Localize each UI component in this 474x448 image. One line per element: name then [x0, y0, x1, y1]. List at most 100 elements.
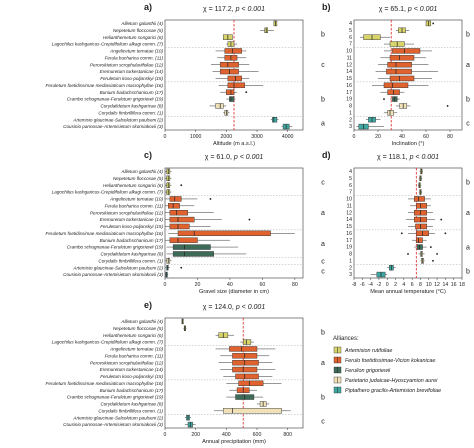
category-label: Ferula bucharica comm. (11) — [105, 203, 164, 208]
category-label: 15 — [346, 224, 352, 230]
category-label: 7 — [349, 42, 352, 48]
box — [229, 346, 258, 352]
x-tick-label: 0 — [164, 432, 167, 438]
category-label: 4 — [349, 21, 352, 27]
category-label: Artemisio glaucinae-Salsoletum paulseni … — [72, 415, 163, 420]
box — [383, 82, 409, 89]
group-letter: b — [321, 395, 325, 402]
category-label: 14 — [346, 217, 352, 223]
category-label: 1 — [349, 258, 352, 264]
box — [242, 339, 252, 345]
category-label: 16 — [346, 83, 352, 89]
group-letter: a — [321, 360, 325, 367]
category-label: Allietum galanthii (4) — [120, 169, 163, 174]
category-label: Artemisio glaucinae-Salsoletum paulseni … — [72, 117, 163, 122]
category-label: Crambo schugnanae-Feruletum grigoriewii … — [67, 395, 164, 400]
x-axis-label: Annual precipitation (mm) — [202, 439, 266, 445]
panel-title: χ = 124.0, p < 0.001 — [203, 304, 266, 311]
group-letter: a — [466, 210, 470, 217]
box — [169, 196, 182, 202]
box — [227, 75, 242, 82]
group-letter: b — [466, 97, 470, 104]
category-label: Helianthemetum songarici (6) — [103, 183, 163, 188]
title-stat: χ = 65.1, — [379, 6, 408, 13]
x-tick-label: 80 — [447, 134, 453, 140]
x-tick-label: 6 — [411, 282, 414, 288]
title-stat: χ = 117.2, — [203, 6, 236, 13]
category-label: Lagochilus kashgaricus-Crepidifolium alk… — [52, 190, 164, 195]
outlier-point — [180, 184, 183, 187]
group-letter: c — [321, 269, 325, 276]
x-tick-label: 20 — [375, 134, 381, 140]
box — [416, 237, 423, 243]
category-label: Eremuretum turkestanicae (14) — [100, 367, 164, 372]
category-label: 12 — [346, 210, 352, 216]
outlier-point — [432, 22, 435, 25]
group-letter: b — [321, 97, 325, 104]
x-tick-label: -4 — [368, 282, 373, 288]
plot-frame — [164, 317, 304, 429]
category-label: Allietum galanthii (4) — [120, 319, 163, 324]
outlier-point — [429, 246, 432, 248]
outlier-point — [436, 253, 438, 255]
category-label: 3 — [349, 124, 352, 130]
x-tick-label: 0 — [353, 134, 356, 140]
panel-letter: e) — [144, 300, 152, 310]
category-label: 2 — [349, 265, 352, 271]
category-label: Corydalis fimbrillifera comm. (1) — [98, 258, 163, 263]
category-label: Eremuretum turkestanicae (14) — [100, 69, 164, 74]
outlier-point — [209, 198, 212, 200]
box — [235, 373, 259, 380]
category-label: 11 — [347, 203, 352, 209]
box — [415, 223, 427, 230]
group-letter: b — [321, 31, 325, 38]
x-tick-label: 40 — [399, 134, 405, 140]
x-tick-label: 10 — [426, 282, 432, 288]
category-label: Artemisio glaucinae-Salsoletum paulseni … — [72, 265, 163, 270]
x-tick-label: -2 — [377, 282, 382, 288]
category-label: Cousinio pannosae-Artemisietum skorniako… — [63, 124, 163, 129]
x-axis-label: Inclination (°) — [392, 141, 425, 147]
legend-item-label: Piptathero gracilis-Artemision brevifoli… — [345, 388, 441, 394]
category-label: Feruletum foetidissimae mediasiaticum ma… — [46, 381, 164, 386]
x-tick-label: 4 — [402, 282, 405, 288]
plot-frame — [353, 167, 463, 279]
panel-title: χ = 61.0, p < 0.001 — [205, 154, 264, 161]
x-tick-label: 4000 — [282, 134, 294, 140]
x-tick-label: 600 — [253, 432, 262, 438]
group-letter: c — [321, 179, 325, 186]
plot-frame — [353, 19, 463, 131]
x-axis-label: Gravel size (diameter in cm) — [199, 289, 269, 295]
box — [387, 61, 412, 68]
panel-title: χ = 118.1, p < 0.001 — [377, 154, 439, 161]
category-label: Nepetetum floccosae (5) — [113, 176, 164, 181]
category-label: 8 — [349, 104, 352, 110]
category-label: 10 — [346, 197, 352, 203]
box — [169, 223, 190, 230]
category-label: 7 — [349, 190, 352, 196]
category-label: 4 — [349, 169, 352, 175]
panel-letter: c) — [144, 150, 152, 160]
category-label: Perovskietum scrophulariifoliae (12) — [90, 210, 163, 215]
box — [389, 55, 415, 61]
x-tick-label: 400 — [222, 432, 231, 438]
group-letter: b — [321, 329, 325, 336]
legend: Alliances: Artemision rutifoliae Ferulo fo… — [333, 336, 441, 394]
title-p: p < 0.001 — [409, 154, 439, 161]
group-letter: a — [321, 210, 325, 217]
panel-b: b) χ = 65.1, p < 0.001babc456710111214151… — [322, 2, 470, 147]
category-label: 17 — [346, 90, 352, 96]
category-label: Angelicetum ternatae (10) — [109, 197, 163, 202]
category-label: 10 — [346, 49, 352, 55]
category-label: Crambo schugnanae-Feruletum grigoriewii … — [67, 245, 164, 250]
category-label: 19 — [346, 97, 352, 103]
box — [226, 89, 235, 95]
box — [238, 380, 264, 387]
outlier-point — [432, 259, 434, 262]
category-label: Perovskietum scrophulariifoliae (12) — [90, 360, 163, 365]
legend-item-label: Parietario judaicae-Hyoscyamion aurei — [345, 378, 438, 384]
group-letter: b — [466, 179, 470, 186]
category-label: Eremuretum turkestanicae (14) — [100, 217, 164, 222]
box — [169, 216, 195, 223]
